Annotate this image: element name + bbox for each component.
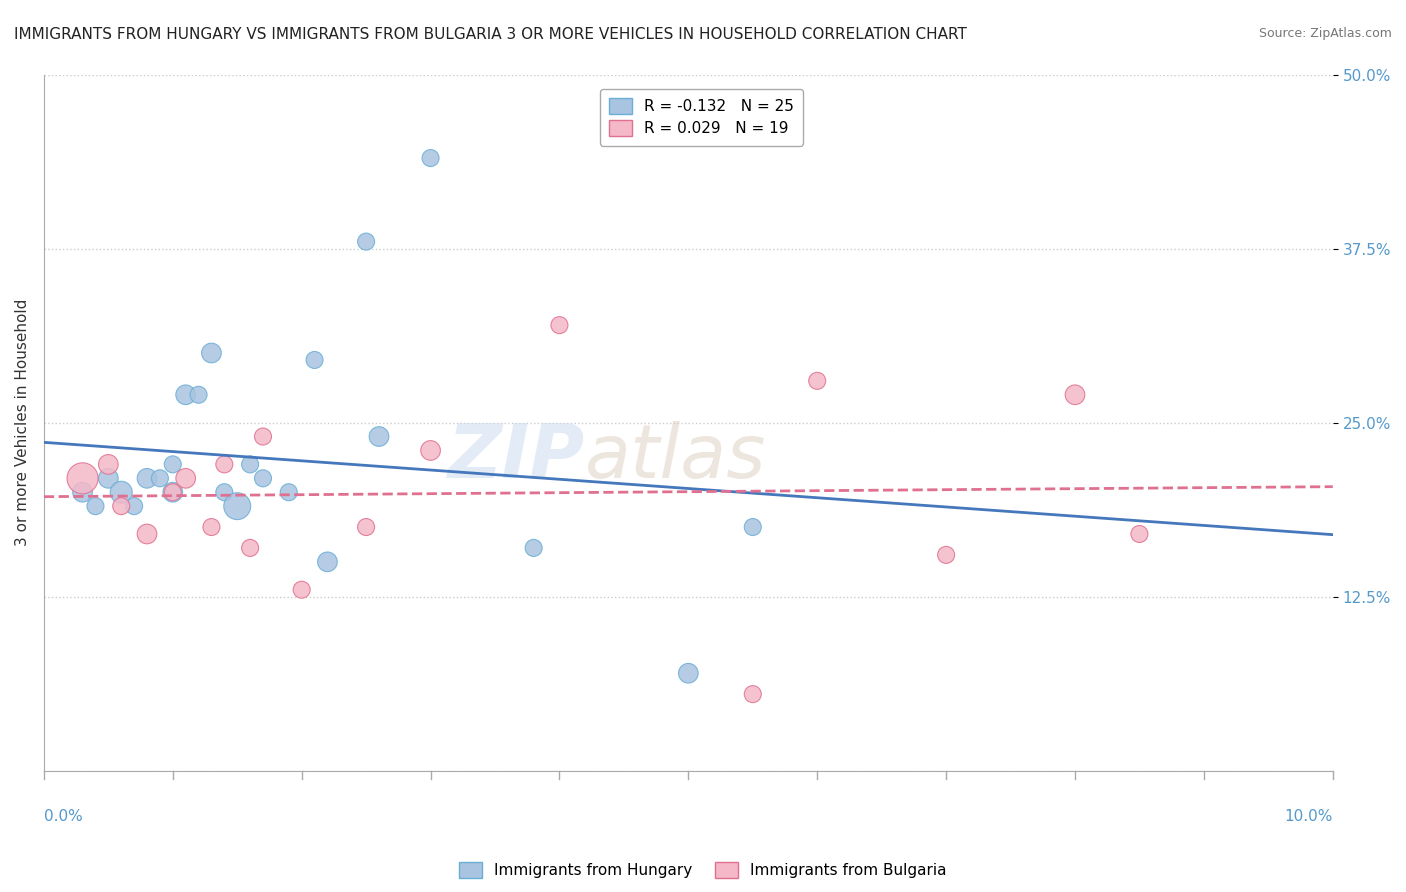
- Point: [304, 353, 326, 368]
- Point: [806, 374, 828, 388]
- Point: [239, 458, 262, 472]
- Point: [187, 388, 209, 402]
- Point: [214, 485, 236, 500]
- Legend: Immigrants from Hungary, Immigrants from Bulgaria: Immigrants from Hungary, Immigrants from…: [453, 856, 953, 884]
- Point: [149, 471, 172, 485]
- Text: atlas: atlas: [585, 421, 766, 493]
- Point: [122, 499, 145, 513]
- Point: [548, 318, 571, 333]
- Point: [1128, 527, 1150, 541]
- Point: [935, 548, 957, 562]
- Point: [72, 485, 94, 500]
- Point: [226, 499, 249, 513]
- Point: [354, 520, 377, 534]
- Point: [252, 429, 274, 443]
- Point: [252, 471, 274, 485]
- Point: [110, 499, 132, 513]
- Point: [162, 485, 184, 500]
- Point: [368, 429, 391, 443]
- Point: [162, 485, 184, 500]
- Point: [110, 485, 132, 500]
- Point: [174, 388, 197, 402]
- Point: [354, 235, 377, 249]
- Point: [523, 541, 546, 555]
- Point: [214, 458, 236, 472]
- Text: 10.0%: 10.0%: [1285, 809, 1333, 824]
- Text: ZIP: ZIP: [449, 421, 585, 494]
- Point: [200, 520, 222, 534]
- Point: [97, 458, 120, 472]
- Point: [84, 499, 107, 513]
- Point: [419, 443, 441, 458]
- Point: [741, 687, 763, 701]
- Point: [136, 471, 159, 485]
- Text: 0.0%: 0.0%: [44, 809, 83, 824]
- Point: [741, 520, 763, 534]
- Point: [291, 582, 314, 597]
- Legend: R = -0.132   N = 25, R = 0.029   N = 19: R = -0.132 N = 25, R = 0.029 N = 19: [599, 89, 803, 145]
- Point: [72, 471, 94, 485]
- Y-axis label: 3 or more Vehicles in Household: 3 or more Vehicles in Household: [15, 299, 30, 546]
- Point: [162, 458, 184, 472]
- Point: [97, 471, 120, 485]
- Point: [1064, 388, 1087, 402]
- Text: Source: ZipAtlas.com: Source: ZipAtlas.com: [1258, 27, 1392, 40]
- Point: [419, 151, 441, 165]
- Point: [316, 555, 339, 569]
- Text: IMMIGRANTS FROM HUNGARY VS IMMIGRANTS FROM BULGARIA 3 OR MORE VEHICLES IN HOUSEH: IMMIGRANTS FROM HUNGARY VS IMMIGRANTS FR…: [14, 27, 967, 42]
- Point: [174, 471, 197, 485]
- Point: [136, 527, 159, 541]
- Point: [239, 541, 262, 555]
- Point: [200, 346, 222, 360]
- Point: [678, 666, 700, 681]
- Point: [277, 485, 299, 500]
